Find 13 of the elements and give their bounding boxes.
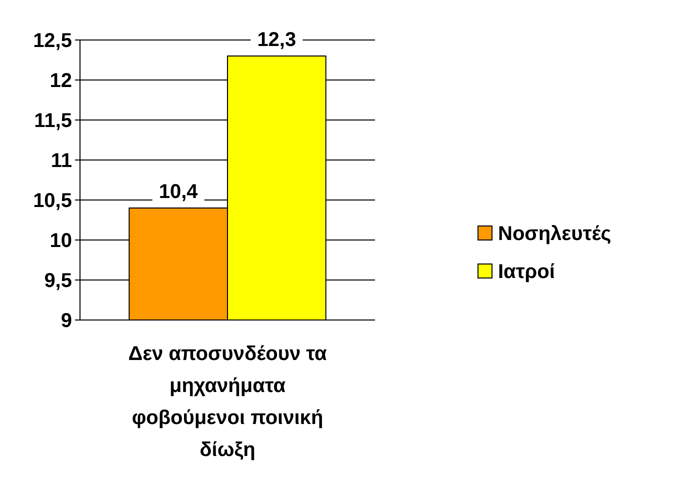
y-tick-label: 9,5 [44,270,72,292]
y-tick-label: 11,5 [34,110,72,132]
y-tick-label: 12,5 [33,30,72,52]
x-tick-label: Δεν αποσυνδέουν τα μηχανήματα φοβούμενοι ποινική δίωξη [128,343,328,461]
y-tick-label: 12 [50,70,72,92]
legend-label: Ιατροί [498,261,555,283]
y-tick-label: 11 [50,150,72,172]
data-label: 12,3 [257,29,296,51]
y-tick-label: 9 [60,310,72,332]
legend-label: Νοσηλευτές [498,223,612,245]
y-tick-label: 10,5 [33,190,72,212]
y-tick-label: 10 [50,230,72,252]
data-label: 10,4 [158,181,199,203]
